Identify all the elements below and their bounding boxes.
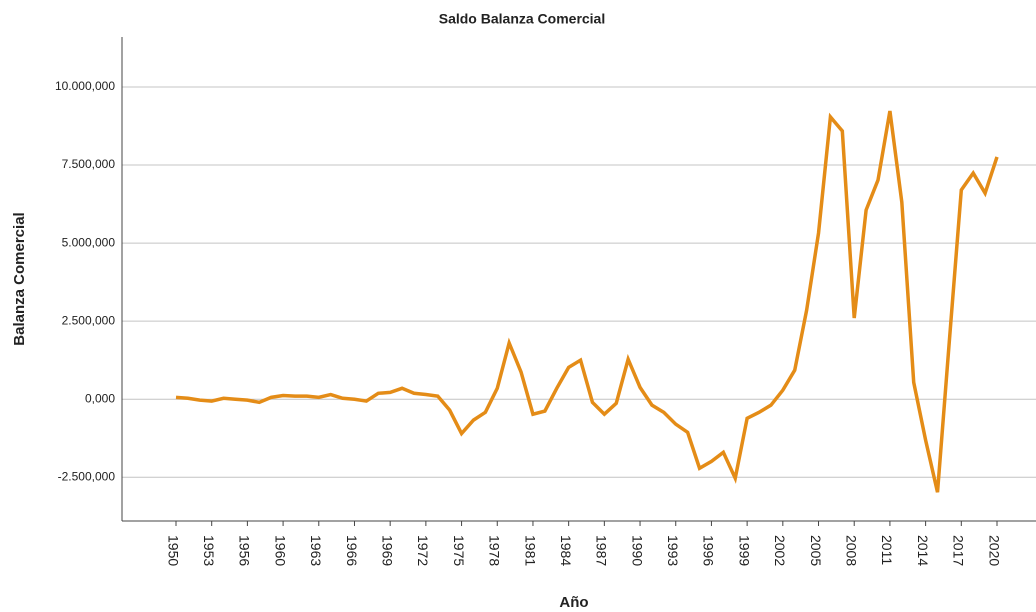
chart-title: Saldo Balanza Comercial xyxy=(439,11,606,27)
y-tick-label: 10.000,000 xyxy=(55,79,115,93)
x-tick-label: 1990 xyxy=(629,535,645,566)
x-tick-label: 2014 xyxy=(915,535,931,566)
x-tick-label: 1963 xyxy=(308,535,324,566)
x-tick-label: 1987 xyxy=(594,535,610,566)
x-tick-label: 2017 xyxy=(951,535,967,566)
x-tick-label: 2002 xyxy=(772,535,788,566)
x-tick-label: 1999 xyxy=(736,535,752,566)
x-tick-label: 2020 xyxy=(986,535,1002,566)
x-tick-label: 2011 xyxy=(879,535,895,565)
y-tick-label: 7.500,000 xyxy=(62,157,116,171)
x-axis-title: Año xyxy=(559,594,588,611)
x-tick-label: 1972 xyxy=(415,535,431,566)
x-tick-label: 1981 xyxy=(522,535,538,566)
x-tick-label: 1953 xyxy=(201,535,217,566)
x-tick-label: 1984 xyxy=(558,535,574,566)
x-tick-label: 1978 xyxy=(487,535,503,566)
x-tick-label: 1950 xyxy=(165,535,181,566)
x-tick-label: 1975 xyxy=(451,535,467,566)
x-tick-label: 2005 xyxy=(808,535,824,566)
x-tick-label: 1993 xyxy=(665,535,681,566)
x-tick-label: 1956 xyxy=(237,535,253,566)
x-tick-label: 1996 xyxy=(701,535,717,566)
y-tick-label: 2.500,000 xyxy=(62,313,116,327)
x-tick-label: 1969 xyxy=(379,535,395,566)
y-tick-label: 5.000,000 xyxy=(62,235,116,249)
x-tick-label: 1966 xyxy=(344,535,360,566)
x-tick-label: 1960 xyxy=(272,535,288,566)
y-axis-title: Balanza Comercial xyxy=(11,212,28,345)
line xyxy=(175,110,999,493)
y-tick-label: 0,000 xyxy=(85,391,115,405)
x-tick-label: 2008 xyxy=(844,535,860,566)
y-tick-label: -2.500,000 xyxy=(58,469,116,483)
